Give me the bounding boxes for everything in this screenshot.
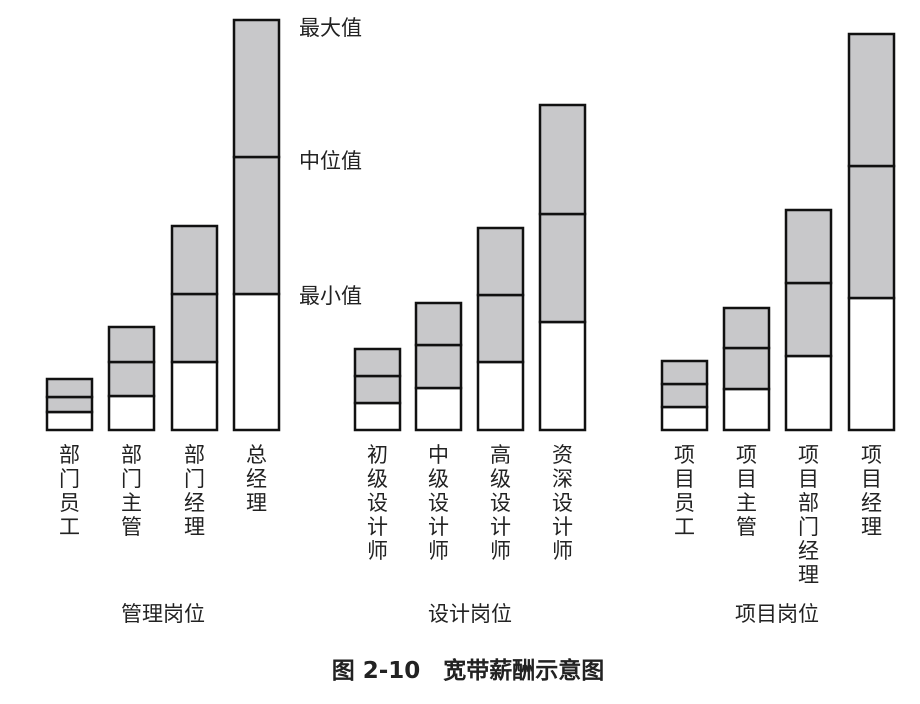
bar-category-label: 项目部门经理 [798, 443, 819, 587]
annotation-max: 最大值 [299, 16, 362, 40]
bar-base-segment [784, 354, 833, 432]
bar-base-segment [353, 401, 402, 432]
bar-base-segment [414, 386, 463, 432]
bar-category-label: 部门主管 [121, 443, 142, 539]
bar-upper-band [353, 347, 402, 378]
bar-category-label: 项目员工 [674, 443, 695, 539]
bar-category-label: 资深设计师 [552, 443, 573, 563]
bar-lower-band [107, 360, 156, 398]
bar-category-label: 中级设计师 [428, 443, 449, 563]
bar-upper-band [847, 32, 896, 168]
bar-upper-band [784, 208, 833, 285]
bar-upper-band [660, 359, 709, 386]
bar-base-segment [538, 320, 587, 432]
group-label-management: 管理岗位 [121, 602, 205, 626]
bar-lower-band [232, 155, 281, 296]
bar-lower-band [170, 292, 219, 364]
bar-lower-band [722, 346, 771, 391]
bar-upper-band [107, 325, 156, 364]
group-label-project: 项目岗位 [735, 602, 819, 626]
annotation-median: 中位值 [299, 149, 362, 173]
bar-category-label: 高级设计师 [490, 443, 511, 563]
bar-lower-band [660, 382, 709, 409]
bar-category-label: 项目主管 [736, 443, 757, 539]
bar-category-label: 总经理 [246, 443, 267, 515]
bars-layer [45, 18, 896, 432]
bar-upper-band [170, 224, 219, 296]
bar-lower-band [45, 395, 94, 414]
bar-category-label: 部门员工 [59, 443, 80, 539]
bar-upper-band [722, 306, 771, 350]
group-label-design: 设计岗位 [428, 602, 512, 626]
bar-category-label: 项目经理 [861, 443, 882, 539]
labels-layer: 部门员工 部门主管 部门经理 总经理 初级设计师 中级设计师 高级设计师 资深设计师 项目员工 项… [59, 443, 882, 587]
bar-lower-band [847, 164, 896, 300]
bar-base-segment [232, 292, 281, 432]
bar-base-segment [170, 360, 219, 432]
bar-base-segment [107, 394, 156, 432]
bar-lower-band [538, 212, 587, 324]
bar-upper-band [476, 226, 525, 297]
bar-lower-band [353, 374, 402, 405]
bar-upper-band [232, 18, 281, 159]
bar-lower-band [476, 293, 525, 364]
bar-upper-band [538, 103, 587, 216]
bar-base-segment [476, 360, 525, 432]
figure-caption: 图 2-10 宽带薪酬示意图 [332, 657, 605, 684]
bar-upper-band [45, 377, 94, 399]
bar-base-segment [660, 405, 709, 432]
bar-category-label: 部门经理 [184, 443, 205, 539]
bar-category-label: 初级设计师 [367, 443, 388, 563]
bar-base-segment [45, 410, 94, 432]
bar-upper-band [414, 301, 463, 347]
bar-lower-band [414, 343, 463, 390]
bar-base-segment [847, 296, 896, 432]
bar-lower-band [784, 281, 833, 358]
annotation-min: 最小值 [299, 284, 362, 308]
bar-base-segment [722, 387, 771, 432]
